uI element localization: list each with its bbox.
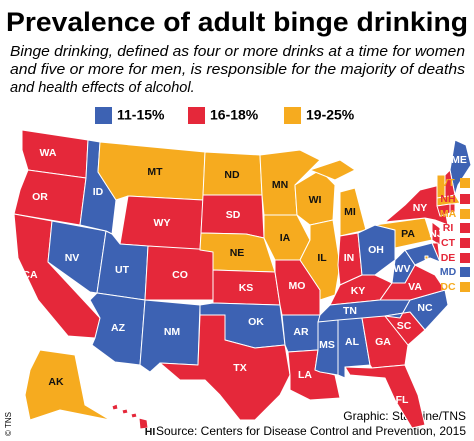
state-label: OH	[368, 244, 384, 256]
state	[159, 314, 291, 421]
us-map	[13, 129, 472, 430]
state-label: AR	[293, 326, 309, 338]
state	[424, 255, 429, 260]
state-swatch	[460, 267, 470, 277]
state-label: MS	[319, 339, 335, 351]
copyright: © TNS	[4, 412, 13, 436]
state-label: SD	[226, 209, 241, 221]
state-label: NE	[230, 247, 245, 259]
state	[436, 203, 451, 217]
state-label: RI	[443, 222, 454, 234]
state-label: CO	[172, 269, 188, 281]
state-label: NY	[413, 202, 428, 214]
state-label: OR	[32, 191, 48, 203]
state-label: AK	[48, 376, 64, 388]
state-label: AL	[345, 336, 360, 348]
state-label: UT	[115, 264, 130, 276]
legend-label: 19-25%	[306, 107, 355, 123]
state-swatch	[460, 178, 470, 188]
state-label: NV	[65, 252, 80, 264]
state-label: DE	[441, 252, 456, 264]
state-label: MN	[272, 179, 288, 191]
state-label: FL	[396, 394, 409, 406]
title: Prevalence of adult binge drinking	[6, 7, 468, 37]
state-label: IL	[317, 252, 327, 264]
state-label: HI	[145, 426, 156, 438]
state-label: NJ	[429, 228, 443, 240]
state	[299, 219, 341, 301]
state-label: MI	[344, 206, 356, 218]
state-label: NH	[440, 193, 455, 205]
subtitle-line: and five or more for men, is responsible…	[10, 62, 465, 78]
state-label: KS	[239, 282, 254, 294]
state	[344, 364, 426, 429]
state-label: ND	[224, 169, 240, 181]
state-label: MD	[440, 266, 457, 278]
state-label: ME	[451, 154, 467, 166]
state-swatch	[460, 282, 470, 292]
state-swatch	[460, 194, 470, 204]
state-label: NC	[417, 302, 433, 314]
legend-swatch	[284, 107, 301, 124]
state-swatch	[460, 223, 470, 233]
state-label: WY	[154, 217, 171, 229]
state-label: IN	[344, 252, 355, 264]
state	[431, 221, 441, 246]
legend-swatch	[188, 107, 205, 124]
state-label: TX	[233, 362, 246, 374]
state	[404, 242, 441, 266]
state-swatch	[460, 253, 470, 263]
legend-swatch	[95, 107, 112, 124]
state-label: MA	[440, 208, 457, 220]
state-swatch	[460, 209, 470, 219]
state-swatch	[460, 238, 470, 248]
state-label: AZ	[111, 322, 126, 334]
subtitle-line: and health effects of alcohol.	[10, 80, 195, 96]
source-credit: Source: Centers for Disease Control and …	[156, 424, 466, 438]
state-label: WA	[40, 147, 57, 159]
state-label: ID	[93, 186, 104, 198]
state-label: PA	[401, 228, 415, 240]
state-label: IA	[280, 232, 291, 244]
state	[24, 349, 111, 421]
state	[111, 403, 149, 430]
state	[13, 169, 87, 226]
legend-label: 16-18%	[210, 107, 259, 123]
state-label: MO	[289, 280, 306, 292]
subtitle-line: Binge drinking, defined as four or more …	[10, 44, 465, 60]
state-label: VA	[408, 281, 422, 293]
state-label: DC	[440, 281, 456, 293]
state-label: NM	[164, 326, 181, 338]
state-label: TN	[343, 305, 357, 317]
state-label: WI	[309, 194, 322, 206]
state-label: KY	[351, 285, 366, 297]
state-label: GA	[375, 336, 391, 348]
state-label: WV	[394, 263, 411, 275]
state-label: CA	[22, 269, 38, 281]
state-label: OK	[248, 316, 264, 328]
state-label: CT	[441, 237, 456, 249]
state-label: MT	[147, 166, 163, 178]
legend-label: 11-15%	[117, 107, 165, 123]
state-label: SC	[397, 320, 412, 332]
state-label: VT	[441, 177, 455, 189]
state-label: LA	[298, 369, 312, 381]
